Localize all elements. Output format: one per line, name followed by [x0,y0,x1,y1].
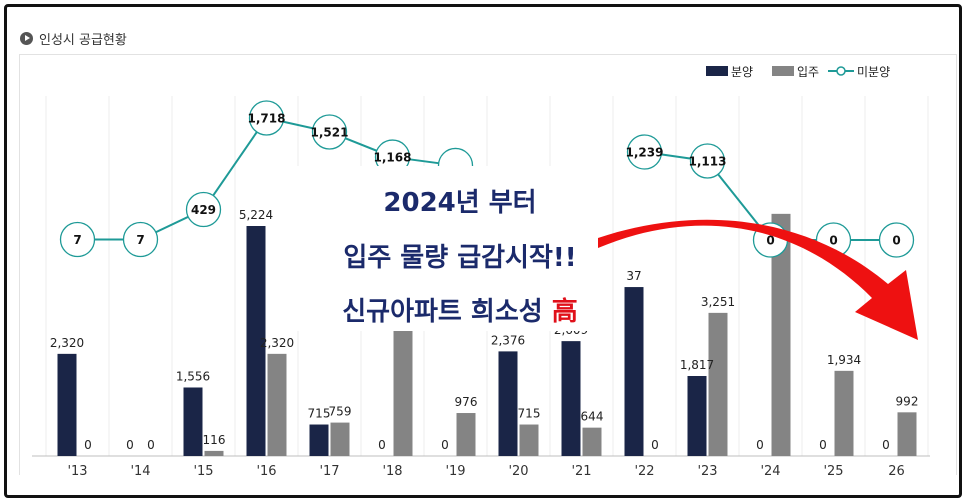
unsold-label: 0 [892,234,900,248]
bar-label-move-in: 0 [651,438,659,452]
bar-move-in [456,413,476,456]
bar-label-sale: 0 [378,438,386,452]
legend-swatch-move-in [772,66,794,76]
unsold-label: 0 [829,234,837,248]
unsold-point [878,222,915,258]
bar-label-move-in: 3,251 [701,295,735,309]
bar-label-move-in: 0 [84,438,92,452]
legend-marker-unsold [836,66,846,76]
bar-label-move-in: 976 [455,395,478,409]
bar-sale [309,424,329,456]
x-tick-label: '25 [823,464,843,479]
plot-area-border [19,54,957,475]
x-tick-label: '18 [382,464,402,479]
bar-sale [57,353,77,456]
overlay-highlight: 高 [551,297,578,327]
unsold-label: 1,521 [311,125,349,139]
bar-sale [687,376,707,456]
bar-label-sale: 5,224 [239,208,273,222]
red-arrow-icon [598,219,918,340]
bar-label-move-in: 2,320 [260,336,294,350]
x-tick-label: '15 [193,464,213,479]
unsold-label: 1,168 [374,151,412,165]
bar-move-in [771,213,791,456]
overlay-line-1: 2024년 부터 [383,188,537,218]
overlay-line-3-prefix: 신규아파트 희소성 [342,297,552,327]
unsold-label: 7 [136,233,144,247]
unsold-label: 1,718 [248,112,286,126]
unsold-point [122,221,159,258]
bar-move-in [204,450,224,456]
bar-label-sale: 0 [882,438,890,452]
bar-label-sale: 0 [756,438,764,452]
unsold-label: 1,239 [626,146,664,160]
bar-move-in [582,427,602,456]
chart-title: 인성시 공급현황 [39,32,127,48]
bar-label-sale: 0 [819,438,827,452]
legend-label-sale: 분양 [731,65,753,79]
bar-label-move-in: 715 [518,407,541,421]
bar-label-move-in: 1,934 [827,353,861,367]
legend-swatch-sale [706,66,728,76]
x-tick-label: '14 [130,464,150,479]
bar-move-in [330,422,350,456]
unsold-point [248,100,285,136]
bar-move-in [393,293,413,456]
x-tick-label: '20 [508,464,528,479]
x-tick-label: '17 [319,464,339,479]
bar-label-sale: 2,320 [50,336,84,350]
bar-move-in [834,370,854,456]
legend-label-unsold: 미분양 [857,65,890,79]
x-tick-label: '21 [571,464,591,479]
bar-label-move-in: 0 [147,438,155,452]
bar-label-sale: 0 [441,438,449,452]
unsold-label: 1,113 [689,154,727,168]
unsold-point [311,114,348,150]
bar-sale [624,287,644,456]
chart-header: 인성시 공급현황 [20,29,127,48]
x-tick-label: '23 [697,464,717,479]
x-tick-label: 26 [888,464,905,479]
bar-label-move-in: 644 [581,410,604,424]
unsold-label: 0 [766,234,774,248]
unsold-label: 429 [191,203,216,217]
unsold-point [59,221,96,258]
bar-sale [246,226,266,456]
x-tick-label: '19 [445,464,465,479]
bar-label-sale: 37 [626,269,641,283]
bar-move-in [267,353,287,456]
unsold-point [689,143,726,179]
x-tick-label: '22 [634,464,654,479]
overlay-line-3: 신규아파트 희소성 高 [290,291,630,328]
bar-move-in [897,412,917,456]
x-tick-label: '13 [67,464,87,479]
overlay-panel [280,166,600,331]
bar-move-in [708,312,728,456]
x-tick-label: '24 [760,464,780,479]
bar-label-sale: 715 [308,407,331,421]
bar-sale [498,351,518,456]
x-tick-label: '16 [256,464,276,479]
bar-move-in [519,424,539,456]
unsold-point [185,191,222,228]
bar-label-move-in: 992 [896,394,919,408]
legend-label-move-in: 입주 [797,65,819,79]
bar-label-sale: 0 [126,438,134,452]
bar-label-sale: 1,817 [680,358,714,372]
bar-label-sale: 2,376 [491,333,525,347]
unsold-label: 7 [73,233,81,247]
bar-label-move-in: 759 [329,405,352,419]
unsold-point [626,134,663,170]
bar-label-move-in: 116 [203,433,226,447]
bar-sale [561,341,581,456]
overlay-line-2: 입주 물량 급감시작!! [343,243,577,273]
unsold-line-segment [202,117,268,211]
bar-label-sale: 1,556 [176,369,210,383]
play-circle-icon [20,31,33,45]
bar-sale [183,387,203,456]
